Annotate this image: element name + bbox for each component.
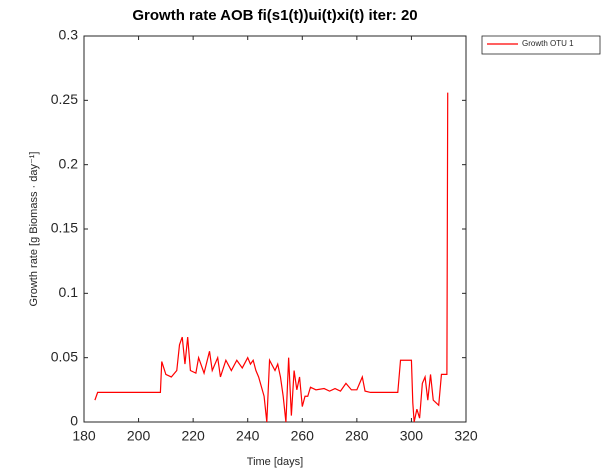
y-tick-label: 0.15 — [51, 220, 78, 236]
x-tick-label: 240 — [236, 428, 260, 444]
x-tick-label: 220 — [181, 428, 205, 444]
x-tick-label: 320 — [454, 428, 478, 444]
chart-title: Growth rate AOB fi(s1(t))ui(t)xi(t) iter… — [132, 7, 417, 24]
y-tick-label: 0.05 — [51, 348, 78, 364]
x-tick-label: 280 — [345, 428, 369, 444]
y-tick-label: 0 — [70, 413, 78, 429]
x-tick-label: 200 — [127, 428, 151, 444]
line-series — [94, 92, 449, 423]
legend-label: Growth OTU 1 — [522, 39, 574, 48]
y-axis-label: Growth rate [g Biomass · day⁻¹] — [28, 152, 40, 307]
x-tick-label: 300 — [400, 428, 424, 444]
x-axis-label: Time [days] — [247, 456, 303, 468]
y-tick-label: 0.2 — [59, 155, 79, 171]
plot-area — [83, 35, 467, 423]
legend-box — [481, 35, 601, 55]
y-tick-label: 0.25 — [51, 91, 78, 107]
x-tick-label: 180 — [72, 428, 96, 444]
y-tick-label: 0.3 — [59, 27, 79, 43]
y-tick-label: 0.1 — [59, 284, 79, 300]
x-tick-label: 260 — [291, 428, 315, 444]
